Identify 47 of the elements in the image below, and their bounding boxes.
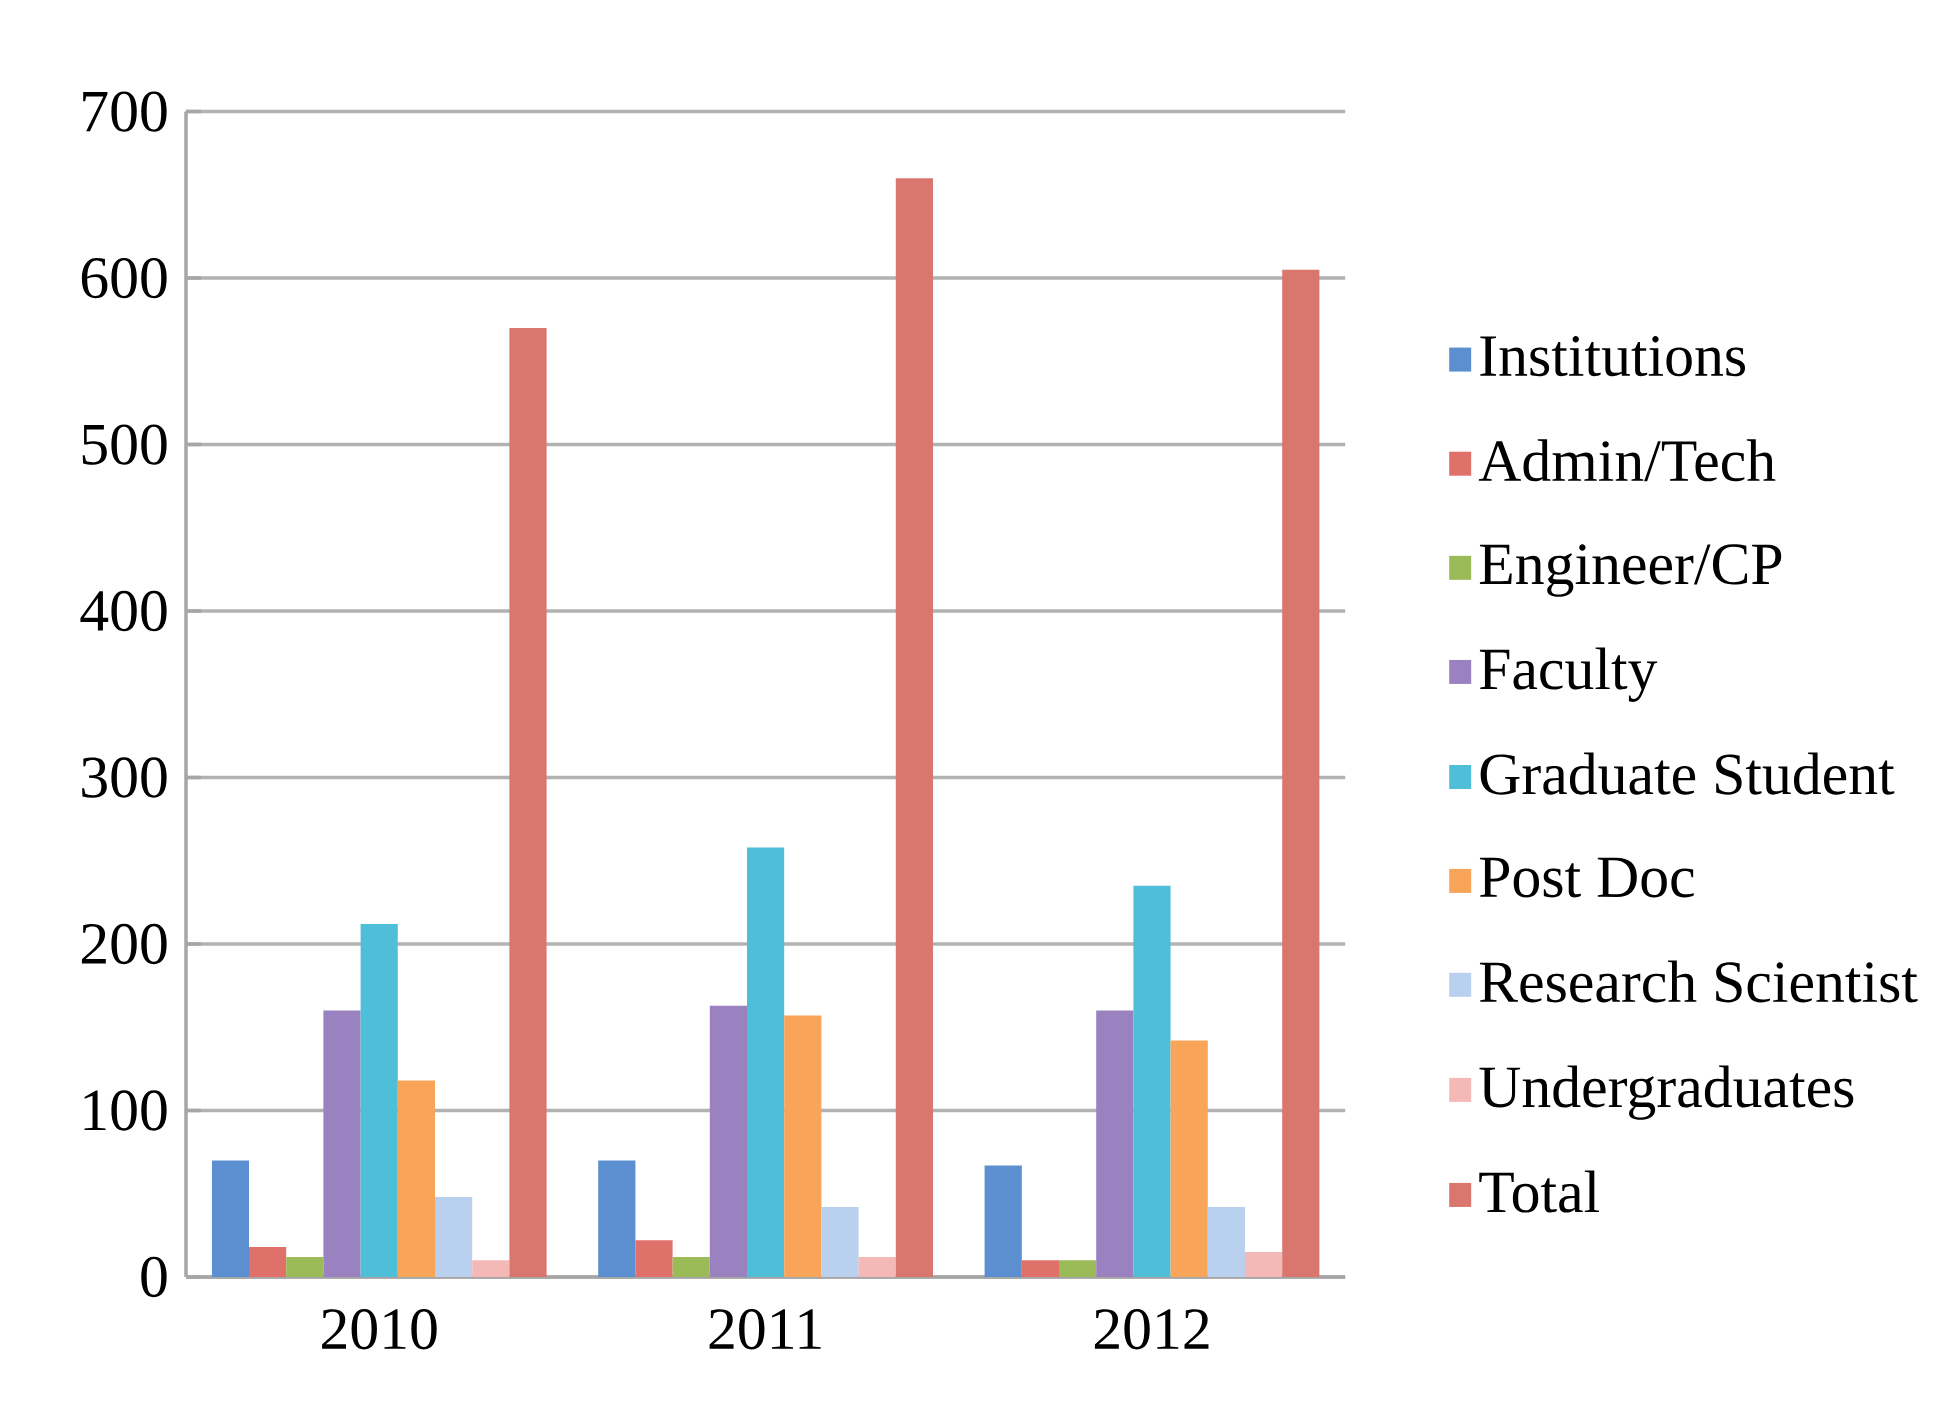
y-tick-label: 500 [82, 424, 167, 465]
y-tick-label: 400 [80, 590, 167, 632]
y-tick-label: 600 [81, 257, 167, 299]
bar [435, 1197, 473, 1277]
y-tick-label: 200 [81, 923, 167, 965]
bar [1133, 885, 1171, 1277]
legend-label: Graduate Student [1480, 752, 1895, 795]
bar [1021, 1260, 1059, 1277]
bar [858, 1257, 896, 1277]
bar [1170, 1040, 1208, 1277]
bar [984, 1165, 1022, 1277]
bar [472, 1260, 510, 1277]
bar [360, 924, 398, 1277]
x-tick-label: 2012 [1094, 1309, 1209, 1350]
x-tick-label: 2011 [709, 1309, 821, 1350]
legend-label: Undergraduates [1479, 1065, 1854, 1120]
y-tick-label: 100 [84, 1090, 167, 1131]
bar [635, 1240, 673, 1277]
bar [1096, 1010, 1134, 1277]
legend-label: Post Doc [1479, 857, 1694, 898]
legend-label: Institutions [1480, 336, 1746, 377]
bar [249, 1247, 287, 1277]
bar [747, 847, 785, 1277]
y-tick-label: 300 [82, 757, 167, 798]
x-tick-label: 2010 [322, 1309, 437, 1350]
bar [286, 1257, 324, 1277]
bar [895, 178, 933, 1277]
bar [323, 1010, 361, 1277]
bar [211, 1160, 249, 1277]
bar [1282, 269, 1320, 1277]
bar [1207, 1207, 1245, 1277]
legend-label: Research Scientist [1479, 960, 1918, 1003]
legend-label: Admin/Tech [1478, 439, 1776, 482]
bar [397, 1080, 435, 1277]
bar [821, 1207, 859, 1277]
legend-label: Faculty [1479, 647, 1658, 702]
bar [709, 1005, 747, 1277]
legend-label: Total [1479, 1170, 1599, 1213]
legend-label: Engineer/CP [1479, 544, 1782, 597]
y-tick-label: 700 [83, 91, 167, 132]
bar [784, 1015, 822, 1277]
y-tick-label: 0 [141, 1256, 167, 1298]
bar [1059, 1260, 1097, 1277]
bar [672, 1257, 710, 1277]
bar [598, 1160, 636, 1277]
bar [509, 328, 547, 1277]
bar [1244, 1252, 1283, 1277]
